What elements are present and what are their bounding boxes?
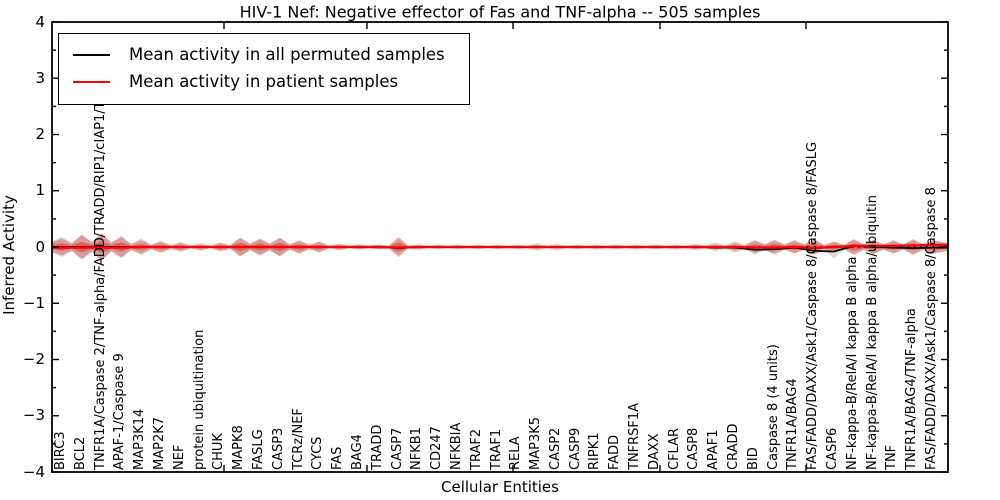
category-label: NF-kappa-B/RelA/I kappa B alpha bbox=[844, 256, 860, 470]
x-axis-label: Cellular Entities bbox=[441, 478, 559, 496]
category-label: BIRC3 bbox=[53, 431, 68, 471]
legend: Mean activity in all permuted samples Me… bbox=[58, 33, 470, 105]
legend-item-permuted: Mean activity in all permuted samples bbox=[73, 41, 445, 68]
category-label: TRADD bbox=[369, 424, 385, 470]
legend-label-patient: Mean activity in patient samples bbox=[129, 72, 399, 91]
category-label: NFKB1 bbox=[409, 427, 425, 470]
category-label: APAF-1/Caspase 9 bbox=[112, 353, 128, 470]
category-label: TCRz/NEF bbox=[290, 408, 306, 470]
y-tick-label: 2 bbox=[35, 125, 45, 143]
category-label: RELA bbox=[508, 436, 524, 470]
category-label: CFLAR bbox=[666, 427, 682, 470]
category-label: APAF1 bbox=[706, 429, 722, 470]
y-tick-label: −4 bbox=[22, 462, 45, 481]
category-label: FAS/FADD/DAXX/Ask1/Caspase 8/Caspase 8 bbox=[924, 187, 939, 470]
category-label: TNFRSF1A bbox=[627, 402, 643, 470]
category-label: RIPK1 bbox=[587, 432, 603, 470]
category-label: NFKBIA bbox=[448, 422, 464, 470]
category-label: TNFR1A/BAG4/TNF-alpha bbox=[904, 308, 920, 470]
category-label: TNFR1A/BAG4 bbox=[785, 378, 801, 470]
category-label: protein ubiquitination bbox=[191, 329, 207, 470]
category-label: MAP3K5 bbox=[528, 416, 544, 470]
y-tick-label: 0 bbox=[35, 237, 45, 256]
category-label: TRAF2 bbox=[468, 428, 484, 470]
category-label: Caspase 8 (4 units) bbox=[765, 344, 781, 470]
category-label: MAPK8 bbox=[231, 425, 247, 470]
category-label: CHUK bbox=[211, 433, 227, 470]
axis-ticks bbox=[52, 21, 948, 473]
category-label: DAXX bbox=[646, 433, 662, 471]
category-label: CD247 bbox=[429, 426, 445, 470]
category-label: BCL2 bbox=[72, 436, 88, 470]
y-tick-label: −1 bbox=[22, 293, 45, 312]
category-label: FADD bbox=[607, 434, 623, 470]
category-label: MAP2K7 bbox=[151, 416, 167, 470]
category-label: NF-kappa-B/RelA/I kappa B alpha/ubiquiti… bbox=[864, 195, 880, 470]
category-label: CASP3 bbox=[270, 427, 286, 470]
y-tick-label: −3 bbox=[22, 406, 45, 425]
category-label: FAS bbox=[330, 446, 346, 470]
category-label: CASP6 bbox=[825, 427, 841, 470]
red-line-sample bbox=[73, 80, 110, 83]
category-label: CRADD bbox=[726, 423, 742, 471]
mean-patient-line bbox=[52, 243, 948, 250]
category-label: CASP8 bbox=[686, 427, 702, 470]
category-label: TNFR1A/Caspase 2/TNF-alpha/FADD/TRADD/RI… bbox=[92, 68, 108, 470]
legend-item-patient: Mean activity in patient samples bbox=[73, 68, 445, 95]
category-label: BAG4 bbox=[349, 434, 365, 470]
category-label: FASLG bbox=[250, 429, 266, 470]
category-label: TRAF1 bbox=[488, 428, 504, 470]
category-label: BID bbox=[745, 447, 761, 470]
black-line-sample bbox=[73, 53, 110, 56]
category-label: CASP7 bbox=[389, 427, 405, 470]
category-label: MAP3K14 bbox=[132, 408, 148, 470]
y-tick-label: 1 bbox=[35, 181, 45, 200]
category-label: CASP9 bbox=[567, 427, 583, 470]
category-label: TNF bbox=[884, 444, 900, 470]
category-label: NEF bbox=[171, 444, 187, 470]
chart-title: HIV-1 Nef: Negative effector of Fas and … bbox=[239, 2, 761, 22]
y-tick-label: −2 bbox=[22, 350, 45, 368]
category-label: FAS/FADD/DAXX/Ask1/Caspase 8/Caspase 8/F… bbox=[805, 141, 821, 470]
y-tick-label: 4 bbox=[35, 12, 45, 31]
plot-contents bbox=[52, 232, 948, 262]
y-tick-label: 3 bbox=[35, 68, 45, 87]
category-label: CYCS bbox=[310, 436, 326, 470]
legend-label-permuted: Mean activity in all permuted samples bbox=[129, 45, 445, 64]
category-label: CASP2 bbox=[547, 427, 563, 470]
